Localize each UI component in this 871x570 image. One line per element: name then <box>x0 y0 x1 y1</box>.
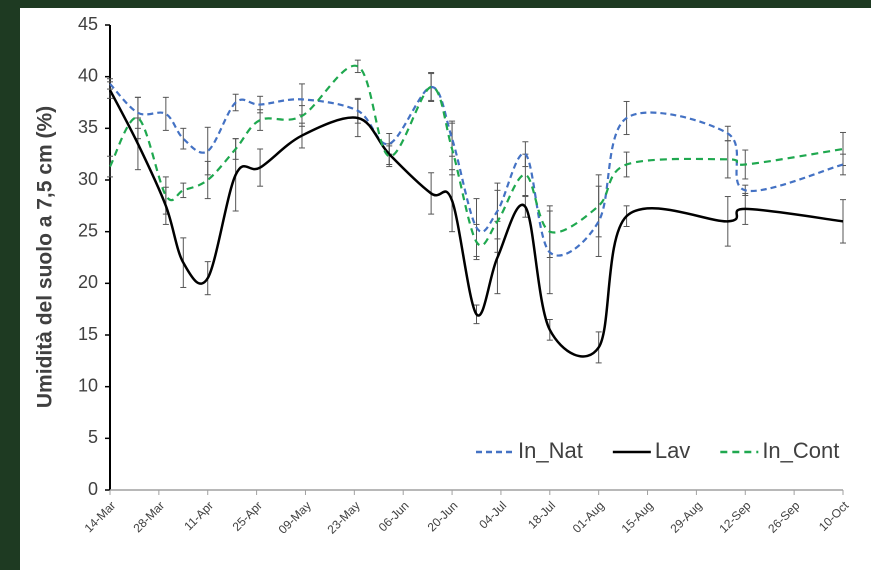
y-tick-label: 10 <box>78 375 98 395</box>
legend-label: Lav <box>655 438 690 463</box>
y-tick-label: 40 <box>78 65 98 85</box>
plot-background <box>20 8 871 570</box>
y-tick-label: 20 <box>78 272 98 292</box>
y-tick-label: 5 <box>88 427 98 447</box>
y-tick-label: 35 <box>78 117 98 137</box>
y-axis-label: Umidità del suolo a 7,5 cm (%) <box>34 106 57 408</box>
chart: Umidità del suolo a 7,5 cm (%) 0 5 10 15 20 2… <box>0 0 871 570</box>
legend-label: In_Cont <box>762 438 839 463</box>
y-tick-label: 45 <box>78 14 98 34</box>
legend-label: In_Nat <box>518 438 583 463</box>
y-tick-label: 30 <box>78 169 98 189</box>
y-tick-label: 25 <box>78 220 98 240</box>
y-tick-label: 15 <box>78 324 98 344</box>
y-tick-label: 0 <box>88 479 98 499</box>
